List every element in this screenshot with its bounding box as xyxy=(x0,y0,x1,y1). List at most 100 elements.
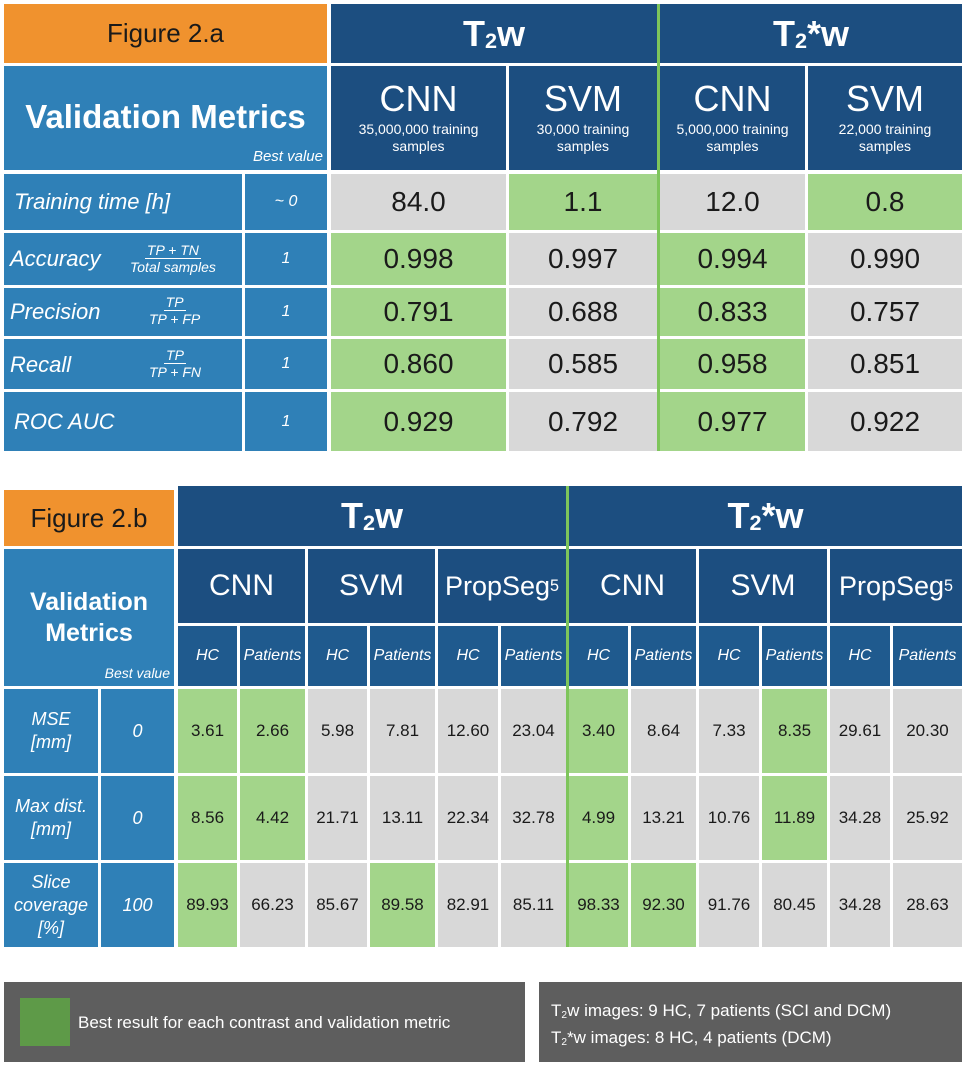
value-cell: 89.93 xyxy=(178,863,237,947)
value-cell: 25.92 xyxy=(893,776,962,860)
t2w-rest: w xyxy=(497,12,526,54)
value-cell: 80.45 xyxy=(762,863,827,947)
method-name: CNN xyxy=(209,569,274,602)
model-header: SVM 30,000 training samples xyxy=(509,66,657,170)
value-cell: 4.99 xyxy=(569,776,628,860)
value-cell: 0.860 xyxy=(331,339,506,389)
dataset-info-text: T2w images: 9 HC, 7 patients (SCI and DC… xyxy=(551,1000,891,1054)
value-cell: 10.76 xyxy=(699,776,759,860)
metric-label: Recall xyxy=(10,352,72,377)
dataset-line-t2star: T2*w images: 8 HC, 4 patients (DCM) xyxy=(551,1027,891,1054)
model-header: CNN 5,000,000 training samples xyxy=(660,66,805,170)
method-name: CNN xyxy=(600,569,665,602)
legend-dataset-info: T2w images: 9 HC, 7 patients (SCI and DC… xyxy=(539,982,962,1062)
value-cell: 0.997 xyxy=(509,233,657,285)
model-name: CNN xyxy=(693,78,772,119)
model-samples: 22,000 training samples xyxy=(838,121,932,154)
metrics-title-line: Validation xyxy=(29,588,149,616)
model-samples: 35,000,000 training samples xyxy=(358,121,479,154)
value-cell: 0.851 xyxy=(808,339,962,389)
value-cell: 85.11 xyxy=(501,863,566,947)
t2w-rest: w xyxy=(375,495,404,536)
value-cell: 28.63 xyxy=(893,863,962,947)
method-header: SVM xyxy=(308,549,435,623)
subheader-patients: Patients xyxy=(501,626,566,686)
value-cell: 34.28 xyxy=(830,863,890,947)
best-value: 1 xyxy=(245,288,327,336)
value-cell: 3.61 xyxy=(178,689,237,773)
value-cell: 20.30 xyxy=(893,689,962,773)
value-cell: 92.30 xyxy=(631,863,696,947)
t2star-sub: 2 xyxy=(749,510,762,535)
dataset-line-text: w images: 9 HC, 7 patients (SCI and DCM) xyxy=(567,1001,892,1020)
method-name: SVM xyxy=(338,569,404,602)
t-letter: T xyxy=(551,1001,562,1020)
method-name: SVM xyxy=(730,569,796,602)
validation-metrics-header-a: Validation Metrics Best value xyxy=(4,66,327,170)
subheader-patients: Patients xyxy=(893,626,962,686)
metric-label: Max dist. [mm] xyxy=(4,776,98,860)
t2w-t: T xyxy=(340,495,363,536)
value-cell: 0.688 xyxy=(509,288,657,336)
method-name: PropSeg xyxy=(444,570,551,601)
model-header: SVM 22,000 training samples xyxy=(808,66,962,170)
t2w-header-a: T2w xyxy=(331,4,657,63)
formula-numerator: TP + TN xyxy=(144,242,201,259)
green-swatch xyxy=(20,998,70,1046)
value-cell: 0.585 xyxy=(509,339,657,389)
best-value: 0 xyxy=(101,776,174,860)
t2w-sub: 2 xyxy=(362,510,375,535)
t2star-rest: *w xyxy=(807,12,850,54)
best-value: 1 xyxy=(245,233,327,285)
model-name: SVM xyxy=(543,78,622,119)
t-sub: 2 xyxy=(561,1010,568,1021)
value-cell: 13.21 xyxy=(631,776,696,860)
metric-line: MSE xyxy=(31,709,71,729)
value-cell: 23.04 xyxy=(501,689,566,773)
value-cell: 13.11 xyxy=(370,776,435,860)
value-cell: 0.990 xyxy=(808,233,962,285)
value-cell: 12.0 xyxy=(660,174,805,230)
best-value: 1 xyxy=(245,392,327,451)
value-cell: 8.64 xyxy=(631,689,696,773)
value-cell: 0.929 xyxy=(331,392,506,451)
subheader-hc: HC xyxy=(178,626,237,686)
value-cell: 0.757 xyxy=(808,288,962,336)
method-header: SVM xyxy=(699,549,827,623)
value-cell: 12.60 xyxy=(438,689,498,773)
subheader-hc: HC xyxy=(699,626,759,686)
value-cell: 8.56 xyxy=(178,776,237,860)
contrast-separator xyxy=(657,4,660,451)
metric-label: Slice coverage [%] xyxy=(4,863,98,947)
method-header: CNN xyxy=(569,549,696,623)
subheader-patients: Patients xyxy=(240,626,305,686)
value-cell: 0.791 xyxy=(331,288,506,336)
metric-label-cell: Recall TP TP + FN xyxy=(4,339,242,389)
value-cell: 2.66 xyxy=(240,689,305,773)
metric-line: Slice xyxy=(31,871,71,892)
metric-label: Precision xyxy=(10,299,101,324)
best-value: 0 xyxy=(101,689,174,773)
subheader-hc: HC xyxy=(438,626,498,686)
metric-line: coverage xyxy=(13,894,89,915)
best-value-label: Best value xyxy=(252,148,323,165)
figure-2b-title: Figure 2.b xyxy=(4,490,174,546)
value-cell: 82.91 xyxy=(438,863,498,947)
metric-label: MSE [mm] xyxy=(4,689,98,773)
value-cell: 7.81 xyxy=(370,689,435,773)
value-cell: 91.76 xyxy=(699,863,759,947)
best-value: 100 xyxy=(101,863,174,947)
value-cell: 0.977 xyxy=(660,392,805,451)
value-cell: 0.922 xyxy=(808,392,962,451)
method-sup: 5 xyxy=(550,576,560,595)
t2w-sub: 2 xyxy=(484,27,497,53)
t-letter: T xyxy=(551,1028,562,1047)
subheader-hc: HC xyxy=(830,626,890,686)
value-cell: 21.71 xyxy=(308,776,367,860)
value-cell: 84.0 xyxy=(331,174,506,230)
metric-label-cell: Precision TP TP + FP xyxy=(4,288,242,336)
formula-numerator: TP xyxy=(164,347,186,364)
value-cell: 85.67 xyxy=(308,863,367,947)
t2w-t: T xyxy=(462,12,485,54)
validation-metrics-title: Validation Metrics xyxy=(25,98,306,135)
